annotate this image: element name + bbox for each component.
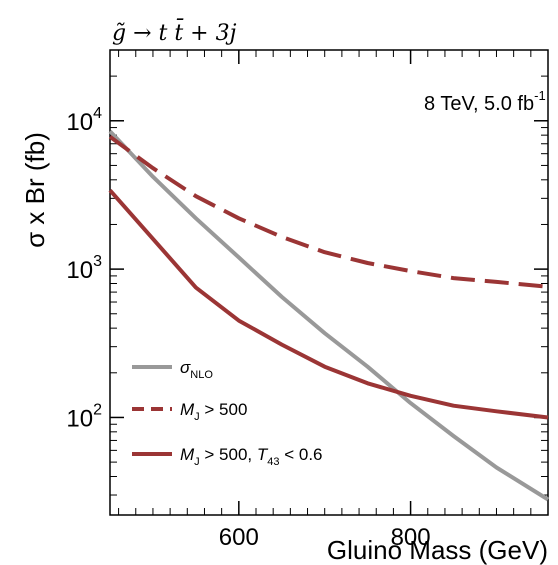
x-tick-label: 800 xyxy=(391,524,431,551)
legend: σNLO MJ > 500 MJ > 500, T43 < 0.6 xyxy=(132,358,323,468)
y-tick-label: 104 xyxy=(66,105,102,136)
series-line-1 xyxy=(108,129,550,502)
legend-label-2: MJ > 500 xyxy=(180,400,247,423)
y-tick-label: 102 xyxy=(66,401,102,432)
x-tick-label: 600 xyxy=(219,524,259,551)
luminosity-annotation-main: 8 TeV, 5.0 fb xyxy=(424,93,534,115)
luminosity-annotation: 8 TeV, 5.0 fb-1 xyxy=(424,88,546,115)
series-line-3 xyxy=(108,188,549,420)
legend-label-3: MJ > 500, T43 < 0.6 xyxy=(180,445,323,468)
x-axis-title: Gluino Mass (GeV) xyxy=(327,535,548,565)
y-tick-label: 103 xyxy=(66,253,102,284)
legend-label-1: σNLO xyxy=(180,358,213,381)
luminosity-annotation-sup: -1 xyxy=(534,88,546,103)
y-axis-title: σ x Br (fb) xyxy=(20,132,50,248)
header-process-label: g̃ → t t̄ + 3j xyxy=(112,18,237,46)
series-group xyxy=(108,129,550,502)
plot-frame xyxy=(109,49,549,516)
axis-ticks: 600 800 102 103 104 xyxy=(66,49,548,551)
series-line-2 xyxy=(108,135,549,289)
